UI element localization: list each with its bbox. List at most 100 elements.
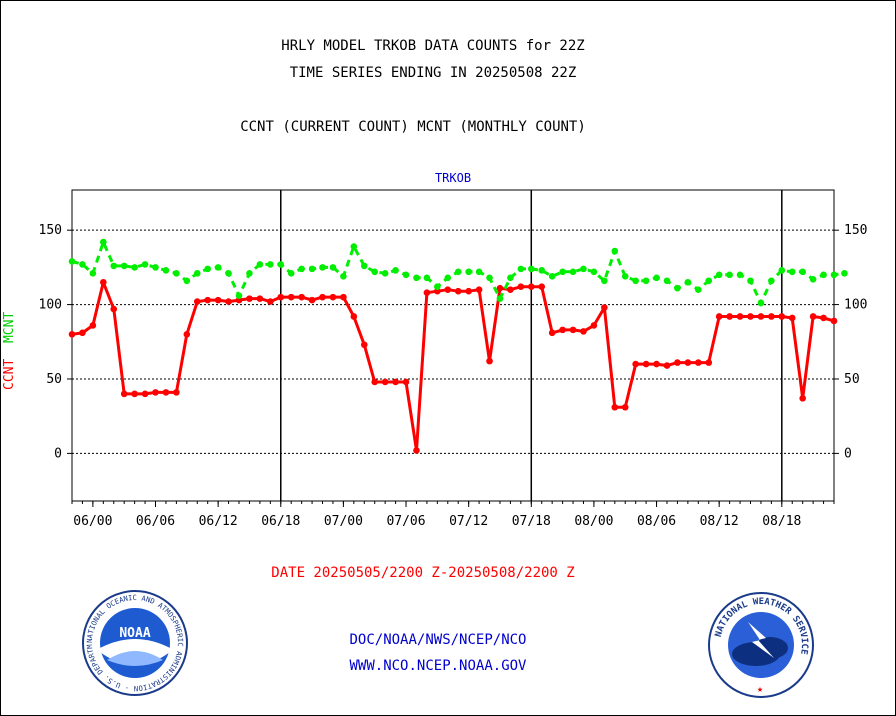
data-point-mcnt [548, 273, 556, 280]
data-point-ccnt [621, 403, 629, 411]
data-point-ccnt [350, 313, 358, 320]
data-point-ccnt [475, 286, 483, 293]
data-point-mcnt [538, 267, 546, 274]
data-point-ccnt [705, 359, 713, 366]
data-point-ccnt [110, 305, 118, 313]
data-point-mcnt [580, 265, 587, 273]
data-point-mcnt [173, 270, 180, 277]
data-point-mcnt [225, 270, 232, 277]
noaa-logo-text: NOAA [119, 626, 150, 641]
data-point-mcnt [277, 261, 285, 268]
data-point-mcnt [705, 277, 713, 285]
data-point-mcnt [778, 267, 786, 274]
data-point-mcnt [392, 267, 399, 274]
data-point-ccnt [340, 293, 347, 301]
data-point-ccnt [726, 313, 733, 320]
data-point-mcnt [663, 277, 671, 285]
series-line-ccnt [71, 280, 835, 452]
data-point-mcnt [569, 268, 577, 276]
data-point-ccnt [747, 313, 754, 320]
data-point-ccnt [580, 328, 587, 335]
data-point-ccnt [308, 296, 316, 304]
data-point-mcnt [527, 265, 535, 273]
data-point-ccnt [444, 286, 452, 293]
data-point-mcnt [141, 261, 149, 268]
data-point-ccnt [277, 293, 285, 301]
data-point-ccnt [413, 447, 420, 454]
y-tick-label-left: 50 [46, 372, 62, 387]
data-point-mcnt [120, 262, 128, 270]
data-point-ccnt [319, 293, 326, 301]
data-point-mcnt [715, 271, 723, 279]
data-point-mcnt [799, 268, 806, 276]
data-point-mcnt [830, 271, 838, 279]
data-point-mcnt [152, 264, 159, 271]
x-tick-label: 07/06 [386, 514, 425, 529]
data-point-mcnt [371, 268, 379, 276]
plot-frame [71, 189, 835, 502]
data-point-ccnt [183, 331, 191, 338]
data-point-ccnt [695, 359, 702, 366]
data-point-mcnt [214, 264, 222, 271]
data-point-ccnt [173, 389, 180, 396]
y-tick-label-right: 50 [844, 372, 860, 387]
data-point-ccnt [632, 360, 639, 368]
data-point-ccnt [569, 326, 577, 334]
nws-logo: NATIONAL WEATHER SERVICE ★ [708, 592, 814, 698]
data-point-mcnt [68, 258, 76, 265]
data-point-ccnt [684, 359, 692, 366]
data-point-mcnt [256, 261, 264, 268]
data-point-ccnt [507, 286, 514, 293]
data-point-mcnt [183, 277, 191, 285]
data-point-mcnt [413, 274, 420, 282]
data-point-ccnt [360, 341, 368, 349]
data-point-ccnt [225, 298, 232, 305]
data-point-mcnt [642, 277, 650, 285]
data-point-mcnt [788, 268, 796, 276]
data-point-mcnt [319, 264, 326, 271]
y-tick-label-left: 150 [39, 223, 62, 238]
x-tick-label: 06/00 [73, 514, 112, 529]
plot-subtitle: TRKOB [434, 171, 472, 185]
data-point-ccnt [653, 360, 660, 368]
data-point-ccnt [392, 378, 399, 386]
data-point-mcnt [267, 261, 274, 268]
y-tick-label-right: 100 [844, 298, 867, 313]
data-point-mcnt [695, 286, 702, 293]
data-point-ccnt [778, 313, 786, 320]
data-point-mcnt [110, 262, 118, 270]
time-series-plot: 0 0 50 50 100 100 150 150 06/00 06/06 06/12 06/18 07… [39, 189, 867, 529]
footer-url-line: WWW.NCO.NCEP.NOAA.GOV [349, 658, 527, 674]
data-point-ccnt [496, 284, 504, 292]
data-point-ccnt [256, 295, 264, 302]
data-point-mcnt [287, 270, 295, 277]
data-point-ccnt [79, 329, 86, 337]
data-point-mcnt [736, 271, 744, 279]
data-point-mcnt [632, 277, 639, 285]
data-point-ccnt [267, 298, 274, 305]
data-point-mcnt [162, 267, 170, 274]
data-point-ccnt [246, 295, 253, 302]
data-point-mcnt [340, 273, 347, 280]
data-point-mcnt [444, 274, 452, 282]
y-tick-label-left: 100 [39, 298, 62, 313]
data-point-ccnt [820, 314, 827, 322]
data-point-mcnt [350, 243, 358, 250]
date-range-label: DATE 20250505/2200 Z-20250508/2200 Z [271, 565, 575, 581]
data-point-mcnt [621, 273, 629, 280]
data-point-mcnt [193, 270, 201, 277]
data-point-mcnt [757, 299, 765, 307]
data-point-mcnt [611, 247, 619, 255]
x-tick-label: 06/12 [199, 514, 238, 529]
data-point-ccnt [131, 390, 138, 398]
data-point-ccnt [204, 296, 211, 304]
data-point-mcnt [454, 268, 462, 276]
data-point-mcnt [465, 268, 472, 276]
data-point-mcnt [235, 292, 243, 299]
x-tick-label: 08/12 [700, 514, 739, 529]
data-point-ccnt [715, 313, 723, 320]
data-point-ccnt [287, 293, 295, 301]
data-point-mcnt [423, 274, 431, 282]
data-point-ccnt [611, 403, 619, 411]
data-point-mcnt [496, 295, 504, 302]
